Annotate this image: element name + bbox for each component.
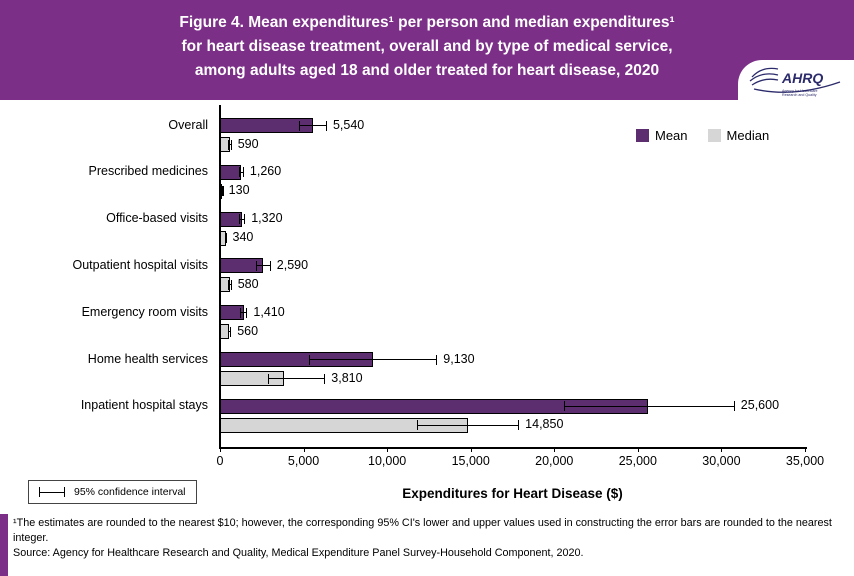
error-bar	[308, 354, 438, 365]
x-tick-label: 35,000	[785, 454, 825, 468]
error-bar	[267, 373, 326, 384]
ahrq-logo-tagline: Agency for Healthcare	[782, 89, 818, 93]
median-swatch-icon	[707, 129, 721, 142]
error-bar	[239, 307, 248, 318]
x-tick-label: 25,000	[618, 454, 657, 468]
error-bar	[227, 326, 232, 337]
x-tick-mark	[721, 447, 723, 452]
x-axis-line	[219, 447, 807, 449]
bar-chart: Mean Median Overall 5,540 590 Prescribed me…	[0, 100, 854, 512]
footnote-1: ¹The estimates are rounded to the neares…	[13, 517, 832, 544]
value-label: 2,590	[276, 257, 309, 272]
x-tick-label: 20,000	[535, 454, 574, 468]
ahrq-logo-text: AHRQ	[781, 70, 823, 86]
x-tick-mark	[387, 447, 389, 452]
value-label: 25,600	[740, 398, 780, 413]
x-tick-mark	[554, 447, 556, 452]
x-tick-label: 30,000	[702, 454, 741, 468]
category-label: Prescribed medicines	[88, 164, 209, 179]
x-tick-label: 5,000	[287, 454, 320, 468]
title-line-2: for heart disease treatment, overall and…	[181, 38, 673, 56]
category-label: Inpatient hospital stays	[80, 398, 208, 413]
value-label: 590	[237, 136, 259, 151]
legend-item-median: Median	[707, 128, 770, 143]
value-label: 3,810	[331, 370, 363, 385]
y-axis-line	[219, 105, 221, 448]
x-tick-mark	[637, 447, 639, 452]
value-label: 1,410	[253, 304, 285, 319]
ci-legend: 95% confidence interval	[28, 480, 197, 504]
error-bar	[227, 279, 232, 290]
x-tick-mark	[805, 447, 806, 452]
category-label: Overall	[168, 117, 208, 132]
x-tick-label: 15,000	[451, 454, 490, 468]
value-label: 560	[237, 323, 259, 338]
x-tick-label: 0	[216, 454, 224, 468]
category-label: Emergency room visits	[81, 304, 208, 319]
value-label: 1,320	[251, 211, 283, 226]
value-label: 130	[228, 183, 250, 198]
x-tick-mark	[303, 447, 305, 452]
x-tick-mark	[470, 447, 472, 452]
value-label: 340	[232, 230, 254, 245]
value-label: 580	[237, 276, 259, 291]
error-bar	[256, 260, 271, 271]
median-bar	[220, 183, 223, 199]
source-note: Source: Agency for Healthcare Research a…	[13, 546, 584, 559]
ahrq-logo: AHRQ Agency for Healthcare Research and …	[738, 60, 854, 100]
error-bar	[221, 186, 224, 197]
legend-item-mean: Mean	[636, 128, 688, 143]
value-label: 5,540	[332, 117, 365, 132]
x-axis-title: Expenditures for Heart Disease ($)	[402, 486, 623, 501]
x-tick-label: 10,000	[368, 454, 407, 468]
x-tick-mark	[220, 447, 221, 452]
figure-header: Figure 4. Mean expenditures¹ per person …	[0, 0, 854, 100]
category-label: Outpatient hospital visits	[72, 257, 209, 272]
value-label: 1,260	[249, 164, 282, 179]
footnotes: ¹The estimates are rounded to the neares…	[0, 512, 854, 576]
category-label: Office-based visits	[106, 211, 208, 226]
chart-legend: Mean Median	[636, 128, 769, 143]
error-bar	[564, 401, 735, 412]
legend-label-median: Median	[726, 128, 770, 143]
value-label: 9,130	[443, 351, 475, 366]
svg-text:Research and Quality: Research and Quality	[782, 93, 817, 97]
error-bar	[228, 139, 232, 150]
ahrq-eagle-icon: AHRQ Agency for Healthcare Research and …	[749, 67, 841, 97]
ci-legend-label: 95% confidence interval	[74, 486, 186, 498]
error-bar	[239, 214, 246, 225]
error-bar	[225, 233, 227, 244]
error-bar	[417, 420, 520, 431]
title-line-3: among adults aged 18 and older treated f…	[194, 62, 660, 80]
mean-swatch-icon	[636, 129, 649, 142]
value-label: 14,850	[525, 417, 564, 432]
title-line-1: Figure 4. Mean expenditures¹ per person …	[179, 14, 675, 31]
legend-label-mean: Mean	[655, 128, 688, 143]
error-bar	[238, 167, 244, 178]
error-bar-icon	[39, 487, 65, 497]
figure-title: Figure 4. Mean expenditures¹ per person …	[0, 0, 854, 83]
category-label: Home health services	[87, 351, 208, 366]
footer-accent-bar	[0, 514, 8, 576]
error-bar	[298, 120, 327, 131]
